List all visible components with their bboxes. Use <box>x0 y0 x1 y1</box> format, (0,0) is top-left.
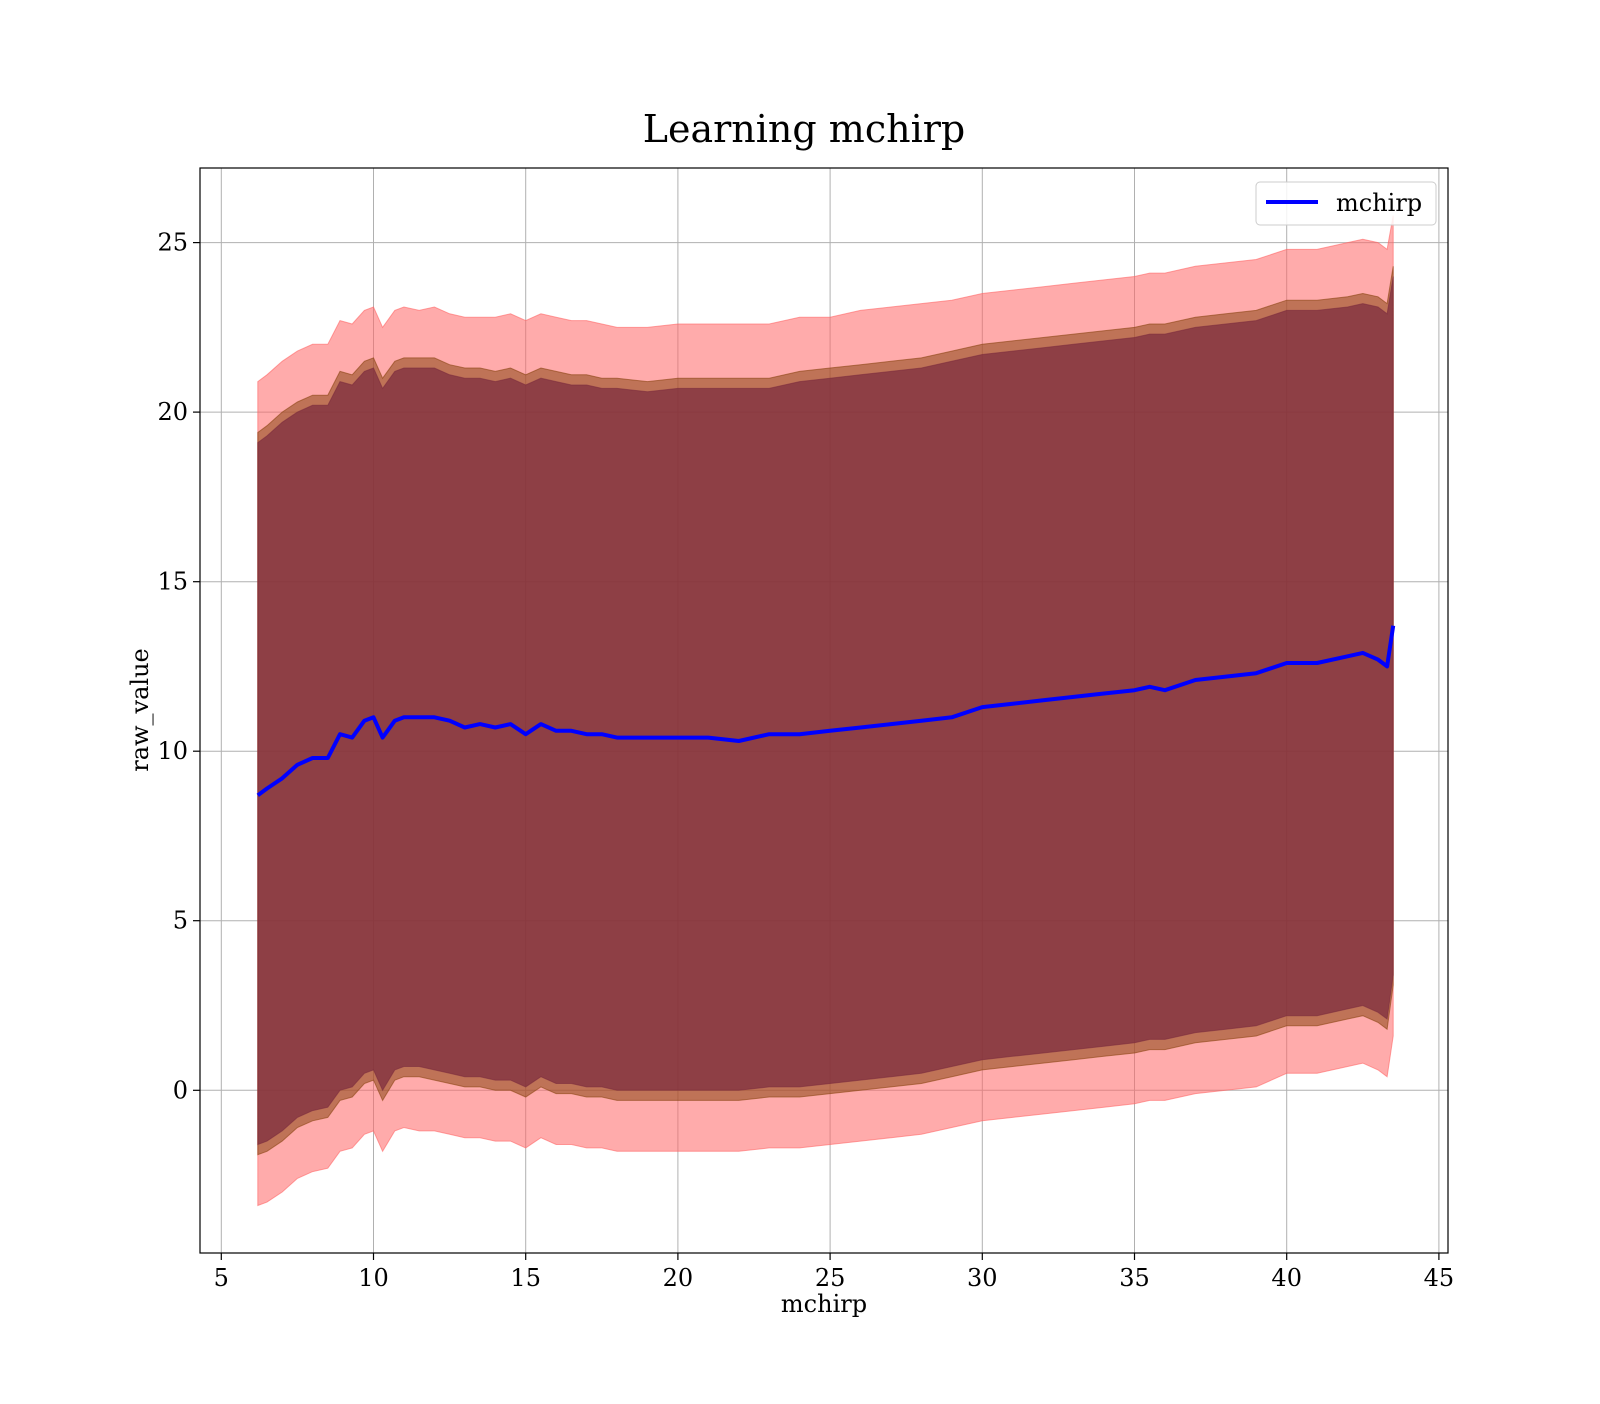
y-axis-label: raw_value <box>126 648 154 772</box>
x-tick-label: 40 <box>1271 1264 1302 1292</box>
y-tick-label: 25 <box>157 229 188 257</box>
y-tick-label: 10 <box>157 737 188 765</box>
chart-title: Learning mchirp <box>643 107 965 151</box>
x-tick-label: 25 <box>815 1264 846 1292</box>
y-tick-label: 15 <box>157 568 188 596</box>
series-line-mchirp <box>256 625 1396 797</box>
plot-frame <box>199 167 1449 1254</box>
y-tick-label: 20 <box>157 398 188 426</box>
x-tick-label: 10 <box>358 1264 389 1292</box>
series-lines <box>256 625 1396 797</box>
legend-label: mchirp <box>1336 189 1422 217</box>
y-tick-label: 5 <box>173 907 188 935</box>
confidence-bands <box>257 215 1394 1207</box>
x-tick-label: 30 <box>967 1264 998 1292</box>
x-axis-label: mchirp <box>781 1290 867 1318</box>
x-tick-label: 45 <box>1424 1264 1455 1292</box>
y-tick-label: 0 <box>173 1076 188 1104</box>
x-tick-label: 35 <box>1119 1264 1150 1292</box>
legend-box <box>1255 181 1437 226</box>
x-tick-label: 5 <box>214 1264 229 1292</box>
x-tick-label: 20 <box>663 1264 694 1292</box>
legend: mchirp <box>1255 181 1437 226</box>
axis-ticks: 5 10 15 20 25 30 35 40 45 0 5 10 15 20 25 <box>157 229 1454 1292</box>
inner-band <box>257 276 1394 1146</box>
x-tick-label: 15 <box>510 1264 541 1292</box>
